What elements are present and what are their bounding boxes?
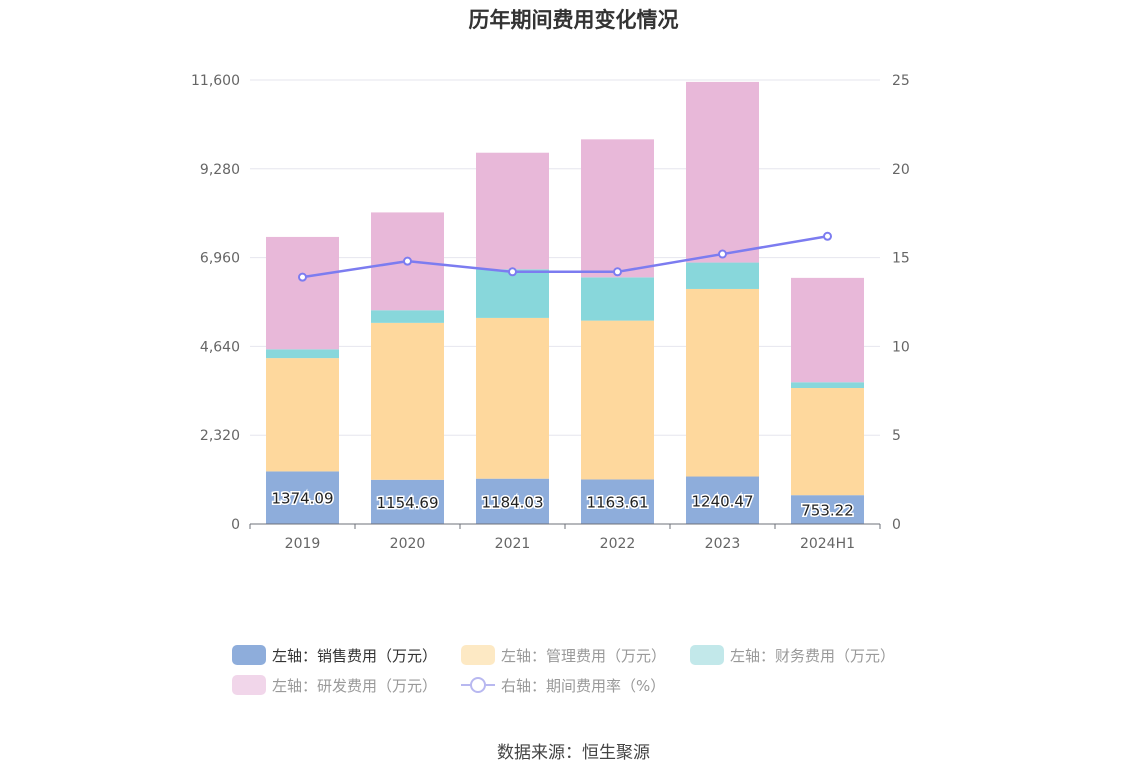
rate-point	[508, 267, 517, 277]
left-axis: 0 2,320 4,640 6,960 9,280 11,600	[191, 73, 240, 533]
legend-swatch-rate	[461, 675, 496, 695]
legend-item-finance[interactable]: 左轴：财务费用（万元）	[690, 645, 895, 666]
legend-swatch-sales	[232, 645, 266, 665]
bar-rnd	[581, 139, 654, 278]
legend-label-finance: 左轴：财务费用（万元）	[730, 646, 896, 665]
x-tick-label: 2021	[495, 536, 531, 552]
left-tick-label: 6,960	[200, 251, 240, 267]
legend-swatch-admin	[461, 645, 496, 665]
bar-admin	[476, 317, 549, 479]
left-tick-label: 11,600	[191, 73, 240, 89]
sales-data-label: 1240.47	[691, 492, 753, 510]
rate-point	[718, 249, 727, 259]
x-tick-label: 2019	[285, 536, 321, 552]
bar-finance	[791, 382, 864, 388]
source-note: 数据来源：恒生聚源	[497, 743, 650, 763]
chart-title: 历年期间费用变化情况	[468, 8, 679, 32]
left-tick-label: 2,320	[200, 428, 240, 444]
x-tick-label: 2024H1	[800, 536, 855, 552]
sales-data-label: 1163.61	[586, 494, 648, 512]
bar-admin	[371, 322, 444, 480]
x-axis: 2019 2020 2021 2022 2023 2024H1	[249, 523, 881, 552]
bars	[266, 81, 864, 524]
bar-rnd	[686, 81, 759, 263]
right-tick-label: 25	[892, 73, 910, 89]
legend-swatch-rnd	[232, 675, 266, 695]
legend-item-sales[interactable]: 左轴：销售费用（万元）	[232, 645, 437, 666]
bar-finance	[581, 277, 654, 321]
bar-finance	[371, 310, 444, 323]
right-tick-label: 15	[892, 251, 910, 267]
right-tick-label: 10	[892, 339, 910, 355]
bar-admin	[686, 288, 759, 477]
rate-point	[298, 272, 307, 282]
x-tick-label: 2022	[600, 536, 636, 552]
legend-label-rate: 右轴：期间费用率（%）	[501, 676, 666, 695]
data-labels: 1374.09 1154.69 1184.03 1163.61 1240.47 753.2…	[270, 488, 855, 521]
bar-sales	[476, 478, 549, 524]
rate-point	[613, 267, 622, 277]
x-tick-label: 2023	[705, 536, 741, 552]
bar-finance	[686, 262, 759, 289]
bar-sales	[791, 495, 864, 524]
bar-sales	[686, 476, 759, 524]
left-tick-label: 0	[231, 517, 240, 533]
right-tick-label: 0	[892, 517, 901, 533]
bar-sales	[371, 479, 444, 524]
bar-finance	[476, 269, 549, 318]
gridlines	[250, 79, 880, 436]
rate-point	[823, 231, 832, 241]
right-tick-label: 5	[892, 428, 901, 444]
bar-rnd	[791, 277, 864, 383]
bar-admin	[581, 320, 654, 480]
legend-item-rate[interactable]: 右轴：期间费用率（%）	[461, 675, 665, 696]
bar-admin	[266, 358, 339, 472]
bar-sales	[581, 479, 654, 524]
x-tick-label: 2020	[390, 536, 426, 552]
sales-data-label: 1184.03	[481, 493, 543, 511]
chart-plot: 0 2,320 4,640 6,960 9,280 11,600 0 5 10 15 20 25 2…	[191, 73, 910, 552]
legend-label-admin: 左轴：管理费用（万元）	[501, 646, 667, 665]
legend-label-rnd: 左轴：研发费用（万元）	[272, 676, 438, 695]
legend-item-rnd[interactable]: 左轴：研发费用（万元）	[232, 675, 437, 696]
sales-data-label: 1374.09	[271, 490, 333, 508]
legend-label-sales: 左轴：销售费用（万元）	[272, 646, 438, 665]
left-tick-label: 4,640	[200, 339, 240, 355]
legend-swatch-finance	[690, 645, 725, 665]
bar-rnd	[266, 236, 339, 350]
rate-line	[298, 231, 832, 282]
rate-point	[403, 256, 412, 266]
bar-sales	[266, 471, 339, 524]
right-axis: 0 5 10 15 20 25	[892, 73, 910, 533]
sales-data-label: 1154.69	[376, 494, 438, 512]
left-tick-label: 9,280	[200, 162, 240, 178]
legend: 左轴：销售费用（万元） 左轴：管理费用（万元） 左轴：财务费用（万元） 左轴：研…	[232, 640, 932, 700]
bar-finance	[266, 349, 339, 359]
bar-admin	[791, 387, 864, 496]
legend-item-admin[interactable]: 左轴：管理费用（万元）	[461, 645, 666, 666]
right-tick-label: 20	[892, 162, 910, 178]
bar-rnd	[476, 152, 549, 270]
sales-data-label: 753.22	[801, 502, 854, 520]
rate-line-path	[302, 235, 828, 279]
